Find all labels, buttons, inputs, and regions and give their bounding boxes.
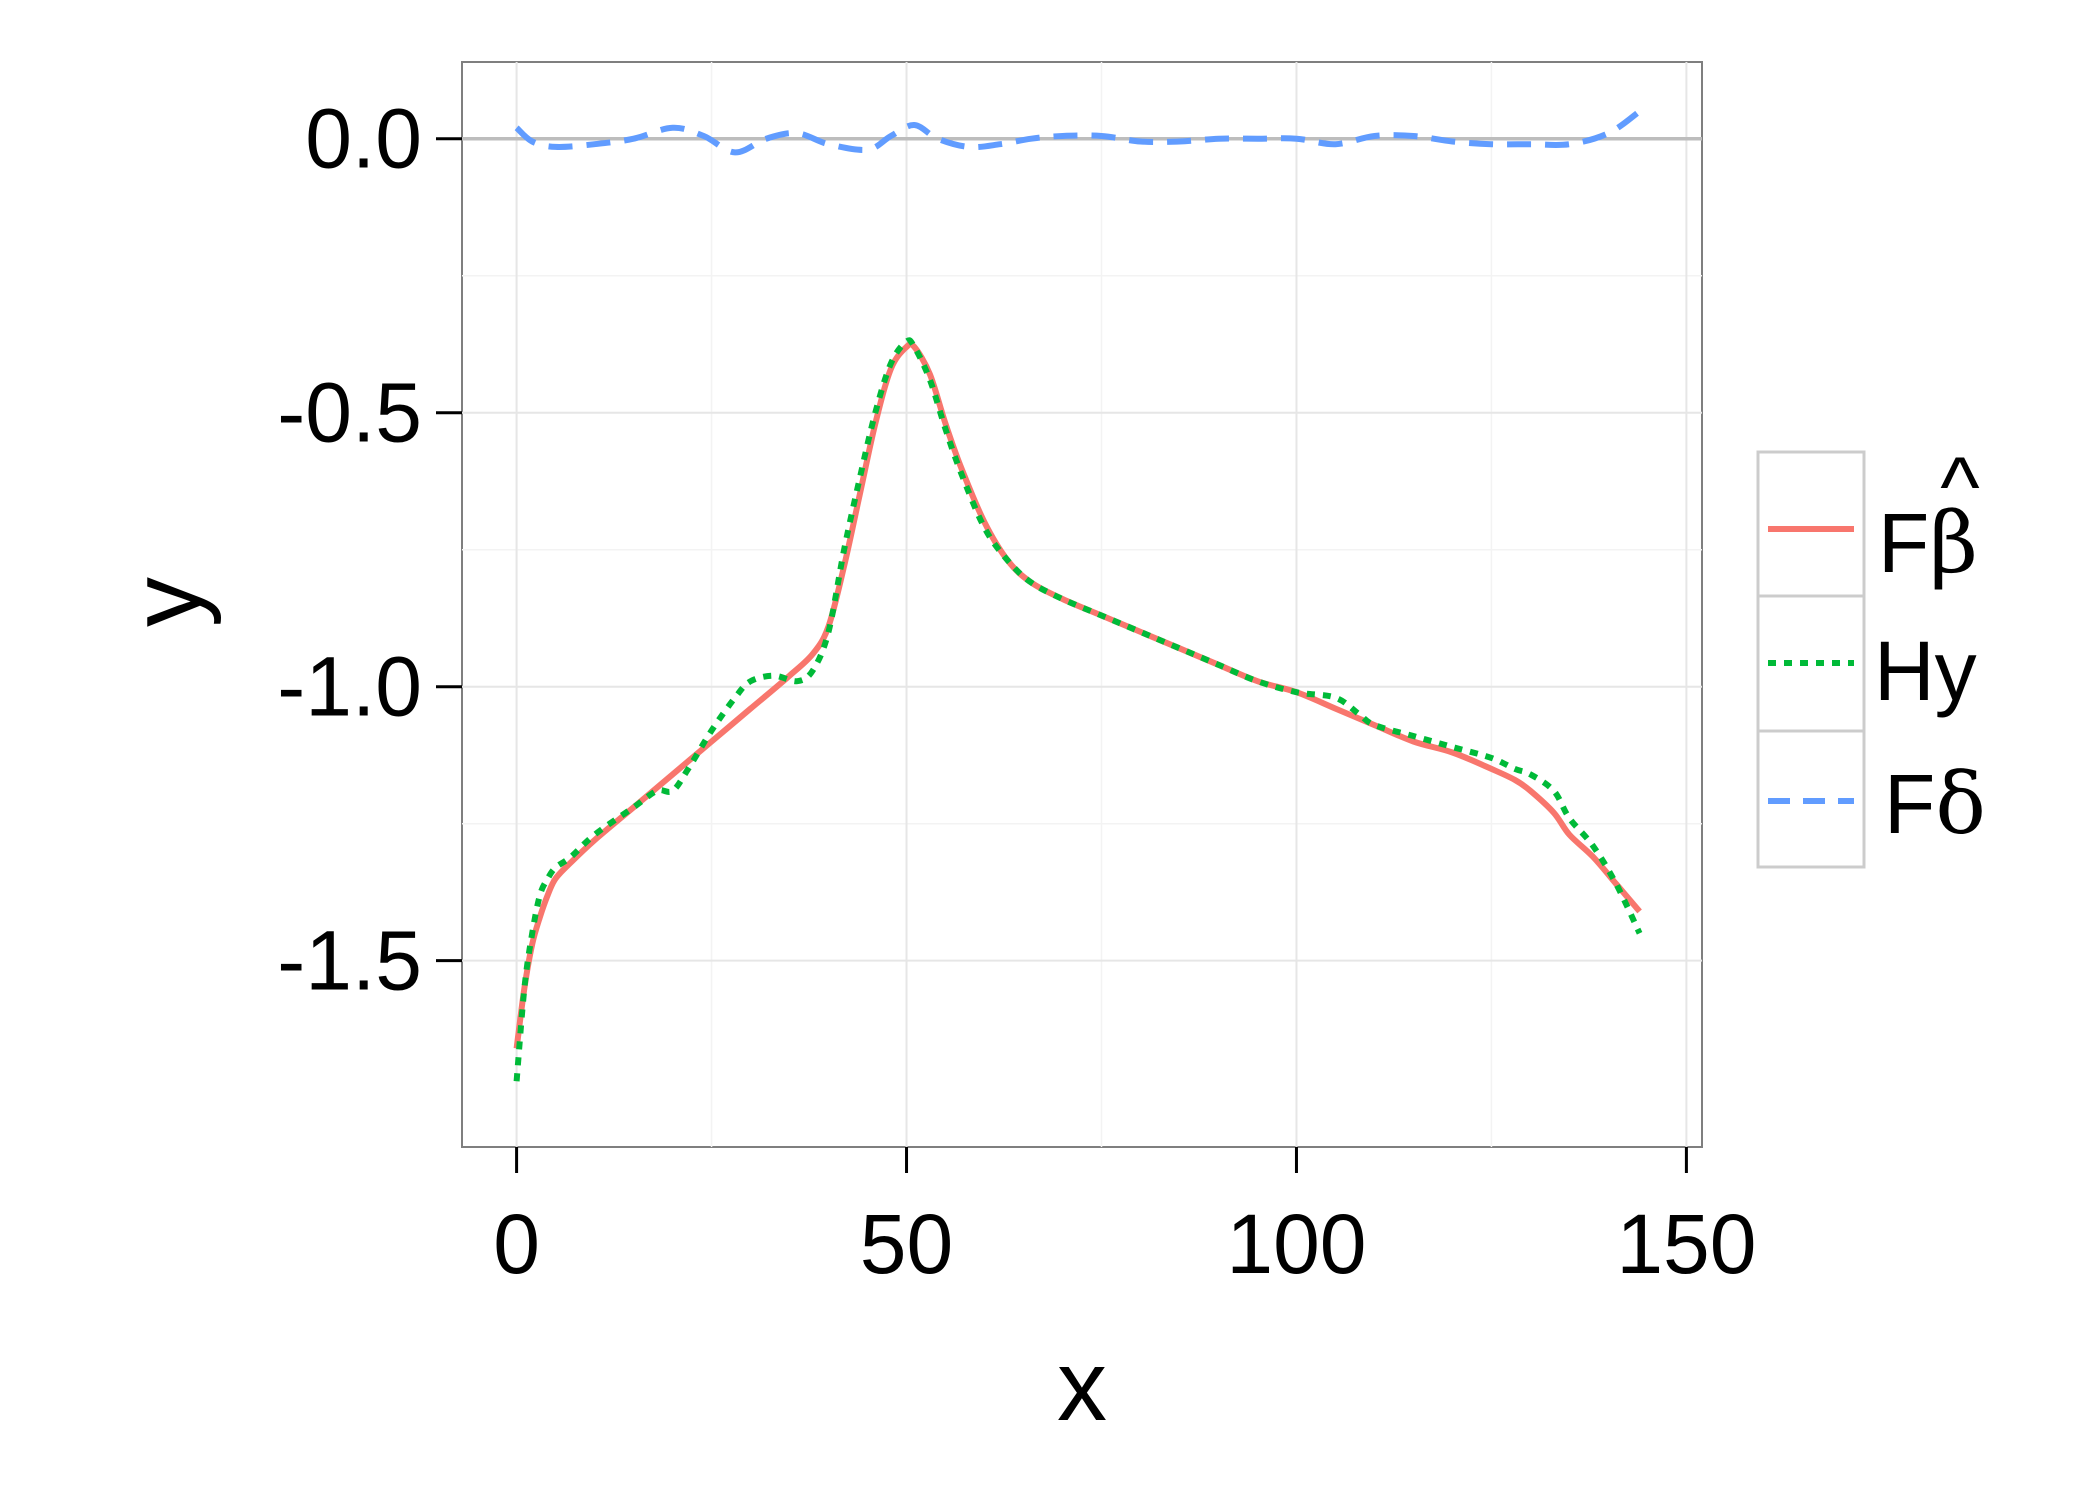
x-tick-label: 100 — [1226, 1197, 1366, 1291]
x-axis: 0 50 100 150 — [493, 1147, 1756, 1291]
y-tick-label: -1.0 — [277, 640, 422, 734]
y-tick-label: -1.5 — [277, 914, 422, 1008]
x-tick-label: 50 — [860, 1197, 953, 1291]
series-layer — [513, 108, 1643, 1082]
legend-beta-hat-accent: ^ — [1940, 440, 1979, 534]
legend-delta-symbol: δ — [1935, 755, 1986, 853]
legend-item-beta-hat: Fβ ^ — [1878, 440, 1980, 592]
series-line-2 — [514, 108, 1642, 156]
legend-key-frame — [1756, 450, 1866, 869]
legend-beta-hat-symbol: β — [1929, 494, 1978, 592]
legend-label-beta-hat: Fβ — [1878, 494, 1978, 592]
legend-label-hy: Hy — [1874, 624, 1977, 718]
y-axis: 0.0 -0.5 -1.0 -1.5 — [277, 92, 462, 1008]
series-line-1 — [513, 337, 1643, 1082]
legend-delta-base: F — [1884, 757, 1935, 851]
grid-minor — [462, 62, 1702, 1147]
y-tick-label: 0.0 — [305, 92, 422, 186]
y-axis-title: y — [110, 577, 222, 627]
x-axis-title: x — [1057, 1330, 1107, 1442]
y-tick-label: -0.5 — [277, 366, 422, 460]
legend-beta-hat-base: F — [1878, 496, 1929, 590]
legend: Fβ ^ Hy Fδ — [1756, 440, 1986, 869]
x-tick-label: 150 — [1616, 1197, 1756, 1291]
legend-label-delta: Fδ — [1884, 755, 1986, 853]
x-tick-label: 0 — [493, 1197, 540, 1291]
